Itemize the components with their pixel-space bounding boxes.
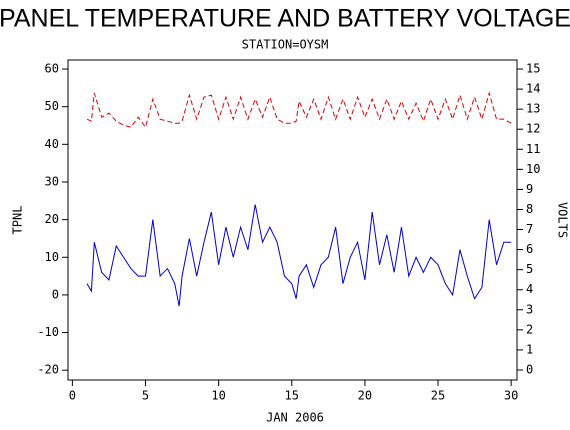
y2-tick-label: 2: [526, 322, 533, 336]
y-tick-label: 50: [45, 99, 59, 113]
y-tick-label: -10: [37, 325, 59, 339]
series-line: [86, 91, 512, 129]
x-tick-label: 10: [211, 389, 225, 403]
y2-tick-label: 1: [526, 342, 533, 356]
x-tick-label: 30: [504, 389, 518, 403]
x-axis-label: JAN 2006: [266, 411, 324, 425]
x-tick-label: 20: [358, 389, 372, 403]
y-tick-label: 30: [45, 174, 59, 188]
y2-tick-label: 14: [526, 82, 540, 96]
x-tick-label: 25: [431, 389, 445, 403]
y2-tick-label: 13: [526, 102, 540, 116]
y-tick-label: 10: [45, 250, 59, 264]
series-line: [86, 204, 512, 307]
subtitle: STATION=OYSM: [242, 38, 329, 52]
x-tick-label: 0: [69, 389, 76, 403]
x-tick-label: 15: [285, 389, 299, 403]
y2-tick-label: 15: [526, 62, 540, 76]
y2-tick-label: 11: [526, 142, 540, 156]
y-tick-label: 60: [45, 62, 59, 76]
y2-tick-label: 0: [526, 362, 533, 376]
y2-axis-label: VOLTS: [556, 202, 570, 238]
y-tick-label: 0: [52, 287, 59, 301]
y2-tick-label: 7: [526, 222, 533, 236]
y2-tick-label: 5: [526, 262, 533, 276]
y2-tick-label: 10: [526, 162, 540, 176]
chart-title: PANEL TEMPERATURE AND BATTERY VOLTAGE: [0, 5, 570, 33]
y2-tick-label: 3: [526, 302, 533, 316]
y2-tick-label: 12: [526, 122, 540, 136]
y-tick-label: 20: [45, 212, 59, 226]
y2-tick-label: 6: [526, 242, 533, 256]
y2-tick-label: 8: [526, 202, 533, 216]
y-tick-label: 40: [45, 137, 59, 151]
y2-tick-label: 9: [526, 182, 533, 196]
x-tick-label: 5: [142, 389, 149, 403]
y-tick-label: -20: [37, 363, 59, 377]
y-axis-label: TPNL: [11, 206, 25, 235]
y2-tick-label: 4: [526, 282, 533, 296]
plot-frame: [67, 59, 518, 381]
